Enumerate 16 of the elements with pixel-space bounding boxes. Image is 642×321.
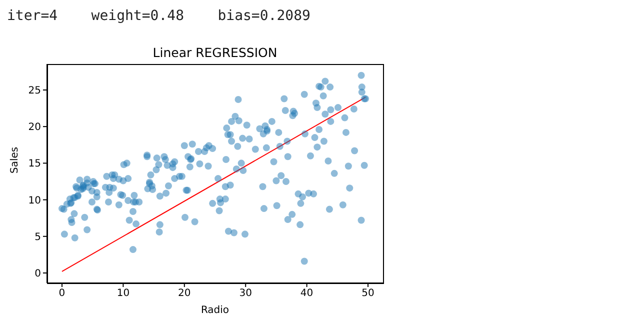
y-tick-label: 15 <box>28 158 41 170</box>
x-axis-title: Radio <box>200 305 230 316</box>
y-tick-label: 25 <box>28 86 41 97</box>
x-tick-label: 50 <box>362 288 374 300</box>
y-tick-label: 20 <box>28 122 41 134</box>
x-tick-label: 20 <box>178 288 191 300</box>
x-tick-label: 10 <box>116 288 130 300</box>
x-tick-label: 30 <box>239 288 252 300</box>
y-tick-label: 0 <box>34 268 41 280</box>
y-tick-label: 5 <box>34 232 41 243</box>
x-tick-label: 40 <box>300 288 314 300</box>
y-axis-title: Sales <box>10 146 21 174</box>
text: iter=4 weight=0.48 bias=0.2089 <box>7 8 310 24</box>
chart-title: Linear REGRESSION <box>152 45 278 60</box>
y-tick-label: 10 <box>28 195 41 206</box>
x-tick-label: 0 <box>58 288 66 300</box>
